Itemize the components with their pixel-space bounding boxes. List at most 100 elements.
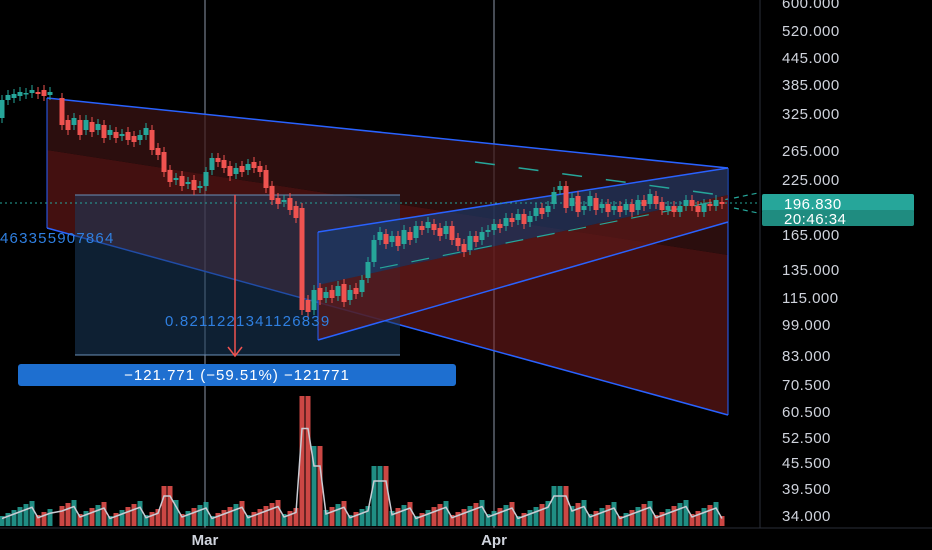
volume-bar xyxy=(545,501,551,526)
volume-bar xyxy=(281,514,287,526)
candle xyxy=(659,202,665,210)
rise-channel-lower-fill xyxy=(318,195,728,340)
volume-bar xyxy=(5,513,11,526)
volume-bar xyxy=(311,446,317,526)
candle xyxy=(515,214,521,220)
candle xyxy=(587,196,593,206)
candle xyxy=(707,204,713,206)
candle xyxy=(569,198,575,206)
volume-bar xyxy=(509,502,515,526)
xtick-mar: Mar xyxy=(192,532,219,549)
candle xyxy=(335,286,341,296)
volume-bar xyxy=(143,515,149,526)
volume-bar xyxy=(419,513,425,526)
candle xyxy=(527,216,533,222)
candle xyxy=(59,98,65,125)
volume-bar xyxy=(695,511,701,526)
volume-bar xyxy=(287,511,293,526)
candle xyxy=(521,214,527,224)
volume-bar xyxy=(227,507,233,526)
candle xyxy=(221,160,227,168)
volume-bar xyxy=(179,514,185,526)
price-axis[interactable]: 600.000 520.000 445.000 385.000 325.000 265.0… xyxy=(782,0,840,525)
volume-bar xyxy=(71,500,77,526)
volume-bar xyxy=(383,466,389,526)
candle xyxy=(83,120,89,130)
candle xyxy=(47,92,53,95)
candle xyxy=(347,290,353,300)
candle xyxy=(233,168,239,174)
volume-bar xyxy=(35,515,41,526)
volume-bar xyxy=(581,500,587,526)
volume-bar xyxy=(407,502,413,526)
volume-bar xyxy=(479,500,485,526)
candle xyxy=(581,206,587,210)
volume-bar xyxy=(635,507,641,526)
candle xyxy=(455,238,461,246)
volume-bar xyxy=(191,508,197,526)
candle xyxy=(293,206,299,218)
candle xyxy=(149,130,155,150)
candle xyxy=(95,124,101,130)
candle xyxy=(629,204,635,212)
candle xyxy=(533,208,539,216)
candle xyxy=(305,300,311,312)
volume-bar xyxy=(365,506,371,526)
candle xyxy=(623,204,629,210)
rise-channel-median xyxy=(379,198,729,269)
candle xyxy=(473,236,479,242)
volume-bar xyxy=(245,515,251,526)
measure-arrow-head xyxy=(227,346,243,358)
candle xyxy=(437,228,443,236)
volume-bar xyxy=(551,486,557,526)
volume-bar xyxy=(515,516,521,526)
volume-bar xyxy=(95,505,101,526)
volume-bar xyxy=(701,508,707,526)
volume-bar xyxy=(539,504,545,526)
candle xyxy=(599,204,605,208)
volume-bar xyxy=(389,511,395,526)
candle xyxy=(545,206,551,212)
volume-bar xyxy=(587,514,593,526)
candle xyxy=(653,196,659,204)
candle xyxy=(191,180,197,190)
volume-bar xyxy=(461,509,467,526)
fib-label-left: 463355907864 xyxy=(0,230,115,247)
candle xyxy=(71,118,77,125)
candle xyxy=(245,164,251,170)
volume-bar xyxy=(599,508,605,526)
candle xyxy=(41,90,47,96)
desc-channel-top-line[interactable] xyxy=(46,97,729,169)
volume-bar xyxy=(59,506,65,526)
candle xyxy=(257,166,263,172)
volume-bar xyxy=(23,504,29,526)
volume-bar xyxy=(347,515,353,526)
volume-bar xyxy=(17,507,23,526)
ytick-label: 520.000 xyxy=(782,23,840,40)
candle xyxy=(209,158,215,170)
volume-bar xyxy=(299,396,305,526)
candle xyxy=(509,218,515,222)
volume-bar xyxy=(665,509,671,526)
candle xyxy=(557,186,563,190)
rise-channel-bottom-line[interactable] xyxy=(317,221,729,341)
rise-channel-top-line[interactable] xyxy=(317,167,729,233)
candle xyxy=(65,120,71,130)
volume-bar xyxy=(185,511,191,526)
candle xyxy=(371,240,377,262)
volume-bar xyxy=(155,509,161,526)
candle xyxy=(605,204,611,212)
ytick-label: 135.000 xyxy=(782,262,840,279)
volume-bar xyxy=(251,512,257,526)
volume-bar xyxy=(485,514,491,526)
candle xyxy=(563,186,569,208)
candle xyxy=(389,236,395,242)
volume-bar xyxy=(575,503,581,526)
measure-badge xyxy=(18,364,456,386)
candle xyxy=(485,230,491,232)
volume-bar xyxy=(101,502,107,526)
candle xyxy=(17,92,23,96)
volume-bar xyxy=(653,515,659,526)
candle xyxy=(239,166,245,172)
